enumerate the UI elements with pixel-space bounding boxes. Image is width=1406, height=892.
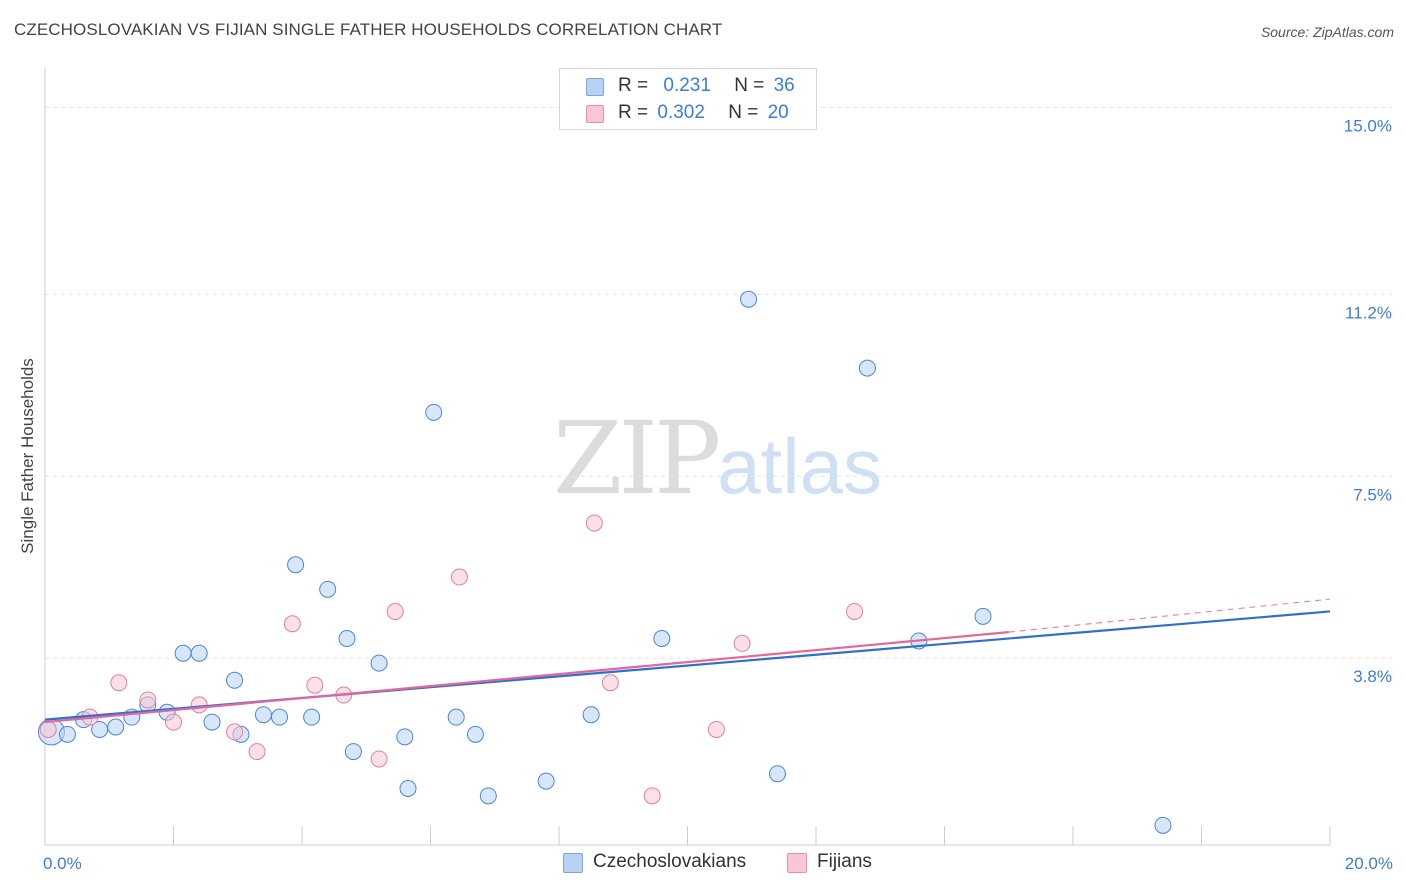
watermark: ZIPatlas [553,400,882,517]
point-czechoslovakians [447,708,465,726]
point-fijians [585,514,603,532]
point-czechoslovakians [425,403,443,421]
legend-item-label: Czechoslovakians [593,851,747,872]
point-czechoslovakians [203,713,221,731]
point-czechoslovakians [319,580,337,598]
point-fijians [733,634,751,652]
point-czechoslovakians [370,654,388,672]
series-legend: Czechoslovakians Fijians [0,851,1406,877]
y-tick-label: 7.5% [1353,485,1392,504]
point-czechoslovakians [396,728,414,746]
legend-item-label: Fijians [817,851,872,872]
point-czechoslovakians [582,706,600,724]
legend-swatch-pink [787,853,807,873]
r-value: 0.231 [663,75,711,96]
point-czechoslovakians [858,359,876,377]
y-tick-label: 11.2% [1345,303,1392,322]
legend-row-text: R = 0.302 N = 20 [618,102,789,124]
point-fijians [601,674,619,692]
point-czechoslovakians [537,772,555,790]
point-czechoslovakians [271,708,289,726]
point-czechoslovakians [226,671,244,689]
n-label: N = [734,75,765,96]
point-czechoslovakians [479,787,497,805]
watermark-zip: ZIP [553,400,721,517]
legend-swatch-blue [586,78,604,96]
chart-title: CZECHOSLOVAKIAN VS FIJIAN SINGLE FATHER … [14,20,723,39]
point-czechoslovakians [653,630,671,647]
trendline-fijians [44,631,1009,724]
n-value: 20 [767,102,789,123]
point-czechoslovakians [344,743,362,761]
legend-row-text: R = 0.231 N = 36 [618,75,795,97]
r-label: R = [618,102,649,123]
point-fijians [386,602,404,620]
x-tick-label: 20.0% [1345,854,1393,873]
point-czechoslovakians [974,607,992,625]
point-fijians [248,743,266,761]
point-czechoslovakians [768,765,786,783]
point-fijians [226,723,244,741]
point-czechoslovakians [190,644,208,662]
point-fijians [110,674,128,692]
point-fijians [39,720,57,738]
point-czechoslovakians [254,706,272,724]
point-czechoslovakians [399,779,417,797]
point-fijians [370,750,388,768]
point-fijians [306,676,324,694]
point-fijians [707,720,725,738]
n-value: 36 [773,75,795,96]
point-czechoslovakians [1154,816,1172,834]
point-fijians [139,691,157,709]
y-tick-label: 3.8% [1353,667,1392,686]
legend-swatch-pink [586,105,604,123]
source-label: Source: ZipAtlas.com [1260,24,1394,40]
r-label: R = [618,75,649,96]
point-czechoslovakians [303,708,321,726]
point-czechoslovakians [58,725,76,743]
point-czechoslovakians [338,630,356,647]
point-fijians [165,713,182,731]
n-label: N = [728,102,759,123]
point-fijians [846,602,864,620]
correlation-legend: R = 0.231 N = 36 R = 0.302 N = 20 [559,68,817,130]
point-czechoslovakians [174,644,192,662]
r-value: 0.302 [657,102,705,123]
point-czechoslovakians [287,556,305,574]
legend-swatch-blue [563,853,583,873]
y-tick-label: 15.0% [1344,117,1392,136]
trendline-fijians-extension [1008,598,1331,633]
point-fijians [643,787,661,805]
point-czechoslovakians [740,290,758,308]
point-czechoslovakians [466,725,484,743]
point-fijians [450,568,468,586]
point-fijians [283,615,301,633]
point-czechoslovakians [107,718,125,736]
watermark-atlas: atlas [717,422,883,510]
x-tick-label: 0.0% [43,854,82,873]
point-fijians [190,696,208,714]
